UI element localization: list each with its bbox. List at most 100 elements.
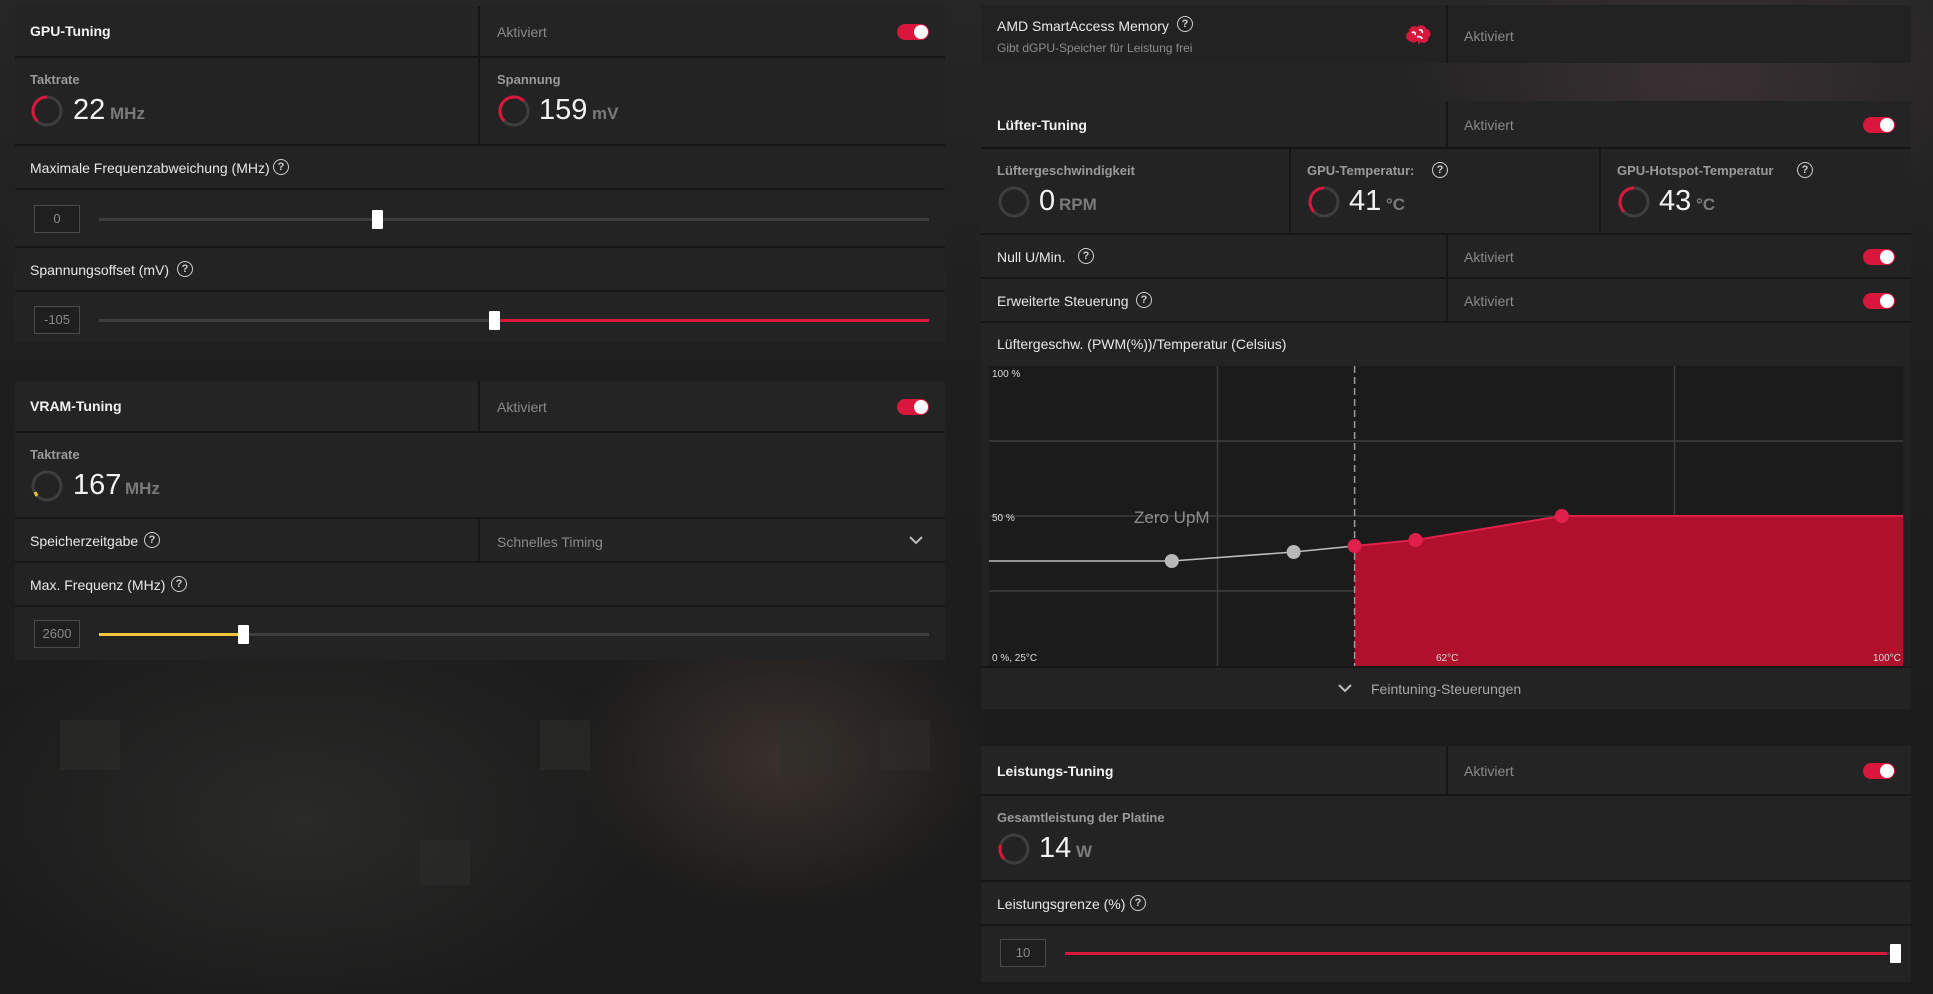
gpu-voltage-gauge-icon [498, 95, 530, 127]
fan-curve-line-active [1354, 515, 1903, 547]
power-limit-input[interactable]: 10 [1000, 939, 1046, 967]
power-tuning-panel: Leistungs-Tuning Aktiviert Gesamtleistun… [981, 746, 1911, 982]
fan-curve-chart[interactable]: Zero UpM 100 % 50 % 0 %, 25°C 62°C 100°C [989, 366, 1903, 666]
zero-rpm-status: Aktiviert [1464, 249, 1514, 265]
voltage-offset-slider-fill [494, 319, 929, 322]
gpu-clock-gauge-icon [31, 95, 63, 127]
max-freq-offset-slider-thumb[interactable] [372, 210, 384, 229]
gpu-voltage-label: Spannung [497, 72, 561, 87]
gpu-tuning-panel: GPU-Tuning Aktiviert Taktrate 22 MHz Spa… [15, 6, 945, 343]
fan-tuning-status: Aktiviert [1464, 117, 1514, 133]
help-icon[interactable]: ? [1797, 162, 1813, 178]
help-icon[interactable]: ? [1136, 292, 1152, 308]
vram-tuning-panel: VRAM-Tuning Aktiviert Taktrate 167 MHz S… [15, 381, 945, 660]
power-limit-slider-thumb[interactable] [1890, 944, 1901, 963]
voltage-offset-label: Spannungsoffset (mV) [30, 262, 170, 278]
sam-subtitle: Gibt dGPU-Speicher für Leistung frei [997, 41, 1193, 55]
help-icon[interactable]: ? [1130, 895, 1146, 911]
hotspot-temp-label: GPU-Hotspot-Temperatur [1617, 163, 1774, 178]
help-icon[interactable]: ? [1177, 16, 1193, 32]
fan-curve-point[interactable] [1286, 545, 1301, 559]
gpu-clock-label: Taktrate [30, 72, 80, 87]
hotspot-temp-unit: °C [1696, 195, 1716, 214]
help-icon[interactable]: ? [1078, 248, 1094, 264]
vram-clock-label: Taktrate [30, 447, 80, 462]
gpu-temp-unit: °C [1386, 195, 1406, 214]
sam-title: AMD SmartAccess Memory [997, 18, 1169, 34]
fan-curve-label: Lüftergeschw. (PWM(%))/Temperatur (Celsi… [997, 336, 1287, 352]
vram-max-freq-label: Max. Frequenz (MHz) [30, 577, 166, 593]
hotspot-temp-value: 43 [1659, 185, 1692, 217]
fan-speed-value: 0 [1039, 185, 1056, 217]
gpu-tuning-toggle[interactable] [897, 24, 929, 40]
help-icon[interactable]: ? [273, 159, 289, 175]
board-power-unit: W [1076, 842, 1093, 861]
voltage-offset-slider-thumb[interactable] [489, 311, 501, 330]
power-limit-label: Leistungsgrenze (%) [997, 896, 1126, 912]
gpu-temp-label: GPU-Temperatur: [1307, 163, 1415, 178]
gpu-temp-gauge-icon [1308, 186, 1340, 218]
zero-rpm-toggle[interactable] [1863, 249, 1895, 265]
advanced-control-toggle[interactable] [1863, 293, 1895, 309]
y-tick-100: 100 % [992, 369, 1020, 380]
smart-access-memory-panel: AMD SmartAccess Memory ? Gibt dGPU-Speic… [981, 5, 1911, 63]
zero-rpm-annotation: Zero UpM [1134, 508, 1210, 527]
fan-curve-line-inactive [989, 545, 1355, 562]
max-freq-offset-slider[interactable] [99, 218, 929, 221]
gpu-clock-value: 22 [73, 94, 106, 126]
board-power-label: Gesamtleistung der Platine [997, 810, 1165, 825]
fine-tune-controls-toggle[interactable]: Feintuning-Steuerungen [1371, 681, 1522, 697]
vram-tuning-toggle[interactable] [897, 399, 929, 415]
vram-tuning-status: Aktiviert [497, 399, 547, 415]
x-tick-100: 100°C [1873, 653, 1901, 664]
vram-max-freq-slider-thumb[interactable] [238, 625, 250, 644]
vram-max-freq-input[interactable]: 2600 [34, 620, 80, 648]
fan-tuning-panel: Lüfter-Tuning Aktiviert Lüftergeschwindi… [981, 101, 1911, 709]
hotspot-temp-gauge-icon [1618, 186, 1650, 218]
x-tick-origin: 0 %, 25°C [992, 653, 1037, 664]
max-freq-offset-label: Maximale Frequenzabweichung (MHz) [30, 160, 270, 176]
power-tuning-title: Leistungs-Tuning [997, 763, 1114, 779]
help-icon[interactable]: ? [144, 532, 160, 548]
fan-speed-label: Lüftergeschwindigkeit [997, 163, 1135, 178]
power-tuning-toggle[interactable] [1863, 763, 1895, 779]
voltage-offset-input[interactable]: -105 [34, 306, 80, 334]
gpu-clock-unit: MHz [110, 104, 145, 123]
sam-status: Aktiviert [1464, 28, 1514, 44]
fan-speed-gauge-icon [998, 186, 1030, 218]
chevron-down-icon[interactable] [1338, 683, 1352, 693]
power-limit-slider-fill [1065, 952, 1887, 955]
max-freq-offset-input[interactable]: 0 [34, 205, 80, 233]
chevron-down-icon[interactable] [909, 535, 923, 545]
memory-timing-label: Speicherzeitgabe [30, 533, 139, 549]
power-tuning-status: Aktiviert [1464, 763, 1514, 779]
help-icon[interactable]: ? [1432, 162, 1448, 178]
help-icon[interactable]: ? [177, 261, 193, 277]
advanced-control-label: Erweiterte Steuerung [997, 293, 1129, 309]
vram-max-freq-slider[interactable] [99, 633, 929, 636]
zero-rpm-label: Null U/Min. [997, 249, 1066, 265]
x-tick-62: 62°C [1436, 653, 1458, 664]
fan-curve-point[interactable] [1408, 533, 1423, 547]
vram-tuning-title: VRAM-Tuning [30, 398, 122, 414]
fan-curve-point[interactable] [1164, 554, 1179, 568]
board-power-gauge-icon [998, 833, 1030, 865]
fan-curve-area [1354, 516, 1903, 666]
fan-curve-point[interactable] [1554, 509, 1569, 523]
vram-max-freq-slider-fill [99, 633, 244, 636]
vram-clock-unit: MHz [125, 479, 160, 498]
fan-speed-unit: RPM [1059, 195, 1097, 214]
fan-tuning-title: Lüfter-Tuning [997, 117, 1087, 133]
gpu-tuning-title: GPU-Tuning [30, 23, 111, 39]
vram-clock-value: 167 [73, 469, 122, 501]
y-tick-50: 50 % [992, 513, 1015, 524]
gpu-voltage-value: 159 [539, 94, 588, 126]
gpu-tuning-status: Aktiviert [497, 24, 547, 40]
gpu-temp-value: 41 [1349, 185, 1382, 217]
help-icon[interactable]: ? [171, 576, 187, 592]
memory-timing-select[interactable]: Schnelles Timing [497, 534, 603, 550]
board-power-value: 14 [1039, 832, 1072, 864]
fan-curve-point[interactable] [1347, 539, 1362, 553]
fan-tuning-toggle[interactable] [1863, 117, 1895, 133]
vram-clock-gauge-icon [31, 470, 63, 502]
